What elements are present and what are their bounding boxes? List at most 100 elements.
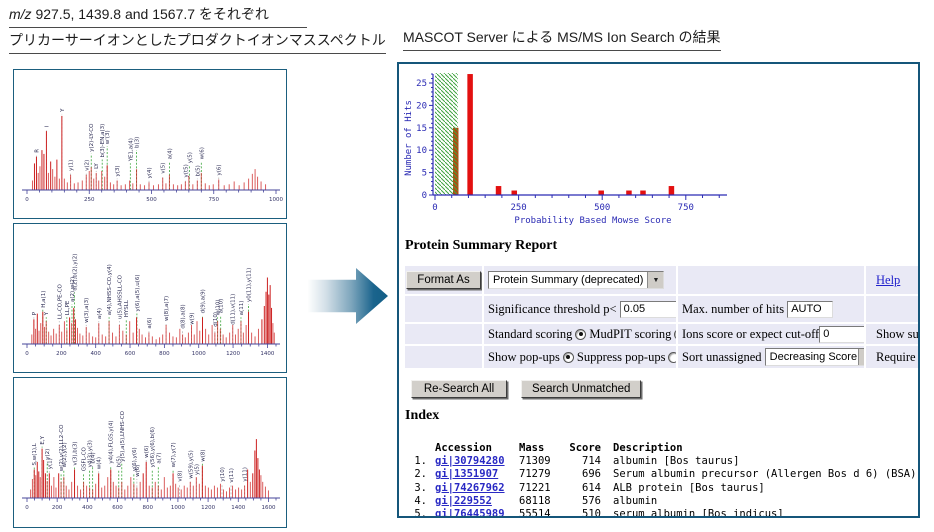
svg-text:1400: 1400: [260, 351, 274, 357]
mass-value: 71309: [519, 455, 551, 468]
svg-text:y4(4),FLGS,y(4): y4(4),FLGS,y(4): [109, 421, 115, 464]
svg-text:a(4),NHSS-CO,y(4): a(4),NHSS-CO,y(4): [107, 264, 113, 315]
svg-text:E,Y: E,Y: [40, 435, 46, 444]
svg-text:y(5): y(5): [187, 152, 193, 163]
svg-text:800: 800: [159, 351, 170, 357]
svg-text:w(6): w(6): [199, 147, 205, 159]
row-number: 1.: [414, 455, 427, 468]
svg-text:Number of Hits: Number of Hits: [404, 100, 414, 176]
suppress-popups-radio[interactable]: [668, 351, 676, 363]
format-as-button[interactable]: Format As: [406, 271, 481, 289]
svg-text:y(6): y(6): [217, 165, 223, 176]
accession-link[interactable]: gi|30794280: [435, 455, 505, 468]
sort-unassigned-select[interactable]: Decreasing Score ▼: [764, 348, 864, 366]
svg-text:y0(11),y(11): y0(11),y(11): [247, 268, 253, 302]
significance-threshold-label: Significance threshold p<: [488, 301, 617, 316]
svg-text:w'(3): w'(3): [105, 130, 111, 144]
description-value: ALB protein [Bos taurus]: [613, 481, 765, 494]
svg-text:1000: 1000: [192, 351, 206, 357]
svg-text:a(4): a(4): [97, 308, 103, 319]
svg-text:YE1,a(4): YE1,a(4): [128, 138, 134, 162]
svg-text:y(11): y(11): [243, 467, 249, 482]
svg-text:200: 200: [56, 351, 67, 357]
svg-text:0: 0: [25, 197, 29, 203]
mass-value: 71279: [519, 468, 551, 481]
svg-text:5: 5: [422, 169, 427, 179]
svg-text:d(8),a(8): d(8),a(8): [181, 304, 187, 328]
mz-label: m/z: [9, 6, 32, 22]
svg-text:H,a(1): H,a(1): [41, 291, 47, 308]
svg-text:S,w(1),L: S,w(1),L: [32, 442, 38, 465]
significance-threshold-input[interactable]: [619, 300, 676, 318]
svg-text:800: 800: [142, 505, 153, 511]
svg-text:HYSLL: HYSLL: [124, 299, 130, 317]
svg-text:Probability Based Mowse Score: Probability Based Mowse Score: [514, 216, 671, 226]
svg-text:20: 20: [416, 101, 427, 111]
ions-cutoff-input[interactable]: [819, 325, 864, 343]
accession-link[interactable]: gi|74267962: [435, 481, 505, 494]
mudpit-scoring-radio[interactable]: [674, 328, 676, 340]
svg-text:400: 400: [90, 351, 101, 357]
standard-scoring-radio[interactable]: [575, 328, 587, 340]
spectrum-3-plot: S,w(1),LE,Y y(2)y(1) w(2),v(2),LL2-COw(2),…: [22, 410, 280, 511]
standard-scoring-label: Standard scoring: [488, 326, 573, 341]
svg-text:0: 0: [422, 191, 427, 201]
svg-text:15: 15: [416, 124, 427, 134]
max-hits-label: Max. number of hits: [682, 301, 785, 316]
accession-link[interactable]: gi|1351907: [435, 468, 499, 481]
svg-text:a(11): a(11): [239, 301, 245, 316]
svg-text:y(2)-LY-CO: y(2)-LY-CO: [89, 123, 95, 152]
svg-text:b(5): b(5): [117, 456, 123, 467]
show-popups-radio[interactable]: [562, 351, 574, 363]
svg-text:y(6),y(6): y(6),y(6): [132, 447, 138, 471]
row-number: 2.: [414, 468, 427, 481]
search-unmatched-button[interactable]: Search Unmatched: [521, 380, 642, 398]
svg-text:w(8): w(8): [200, 449, 206, 461]
chevron-down-icon[interactable]: ▼: [857, 349, 864, 365]
require-bold-label-clipped: Require: [876, 349, 916, 364]
accession-link[interactable]: gi|76445989: [435, 507, 505, 518]
mass-value: 55514: [519, 507, 551, 518]
svg-text:y(5),a(5),LNHS-CO: y(5),a(5),LNHS-CO: [120, 410, 126, 461]
svg-text:a(6): a(6): [147, 317, 153, 328]
format-select[interactable]: Protein Summary (deprecated) ▼: [488, 271, 665, 289]
svg-text:10: 10: [416, 146, 427, 156]
svg-text:v(8): v(8): [177, 471, 183, 482]
left-caption: m/z 927.5, 1439.8 and 1567.7 をそれぞれ プリカーサ…: [9, 4, 386, 54]
svg-text:200: 200: [52, 505, 63, 511]
svg-text:750: 750: [678, 203, 694, 213]
svg-text:w(59),y(5): w(59),y(5): [188, 450, 194, 479]
flow-arrow-icon: [308, 268, 388, 324]
score-value: 614: [582, 481, 601, 494]
description-value: albumin: [613, 494, 658, 507]
index-table-header: Accession Mass Score Description: [435, 442, 683, 454]
accession-link[interactable]: gi|229552: [435, 494, 492, 507]
svg-text:y(6),a(5),u(6): y(6),a(5),u(6): [135, 275, 141, 312]
chevron-down-icon[interactable]: ▼: [647, 272, 664, 288]
help-link[interactable]: Help: [876, 272, 901, 287]
index-title: Index: [405, 408, 440, 423]
row-number: 5.: [414, 507, 427, 518]
spectrum-panel-3: S,w(1),L E,Y y(2) y(1) w(2),v(2),LL2-CO w(2),…: [13, 377, 287, 528]
svg-text:y(5): y(5): [194, 464, 200, 475]
svg-text:500: 500: [594, 203, 610, 213]
svg-text:Y: Y: [44, 311, 50, 316]
description-value: Serum albumin precursor (Allergen Bos d …: [613, 468, 917, 481]
mudpit-scoring-label: MudPIT scoring: [589, 326, 672, 341]
score-value: 696: [582, 468, 601, 481]
svg-text:a(7): a(7): [156, 452, 162, 463]
show-popups-label: Show pop-ups: [488, 349, 560, 364]
format-form: Format As Protein Summary (deprecated) ▼…: [405, 266, 918, 370]
max-hits-input[interactable]: [787, 300, 834, 318]
row-number: 4.: [414, 494, 427, 507]
svg-text:y(56),y(6),b(6): y(56),y(6),b(6): [150, 427, 156, 467]
svg-text:0: 0: [432, 203, 437, 213]
description-value: serum albumin [Bos indicus]: [613, 507, 784, 518]
report-title: Protein Summary Report: [405, 238, 558, 253]
svg-text:1000: 1000: [171, 505, 185, 511]
svg-text:v(2): v(2): [84, 160, 90, 171]
svg-text:v(3),b(3): v(3),b(3): [73, 441, 79, 465]
svg-text:250: 250: [510, 203, 526, 213]
svg-text:w(2),y(2): w(2),y(2): [62, 442, 68, 467]
re-search-all-button[interactable]: Re-Search All: [411, 380, 507, 398]
